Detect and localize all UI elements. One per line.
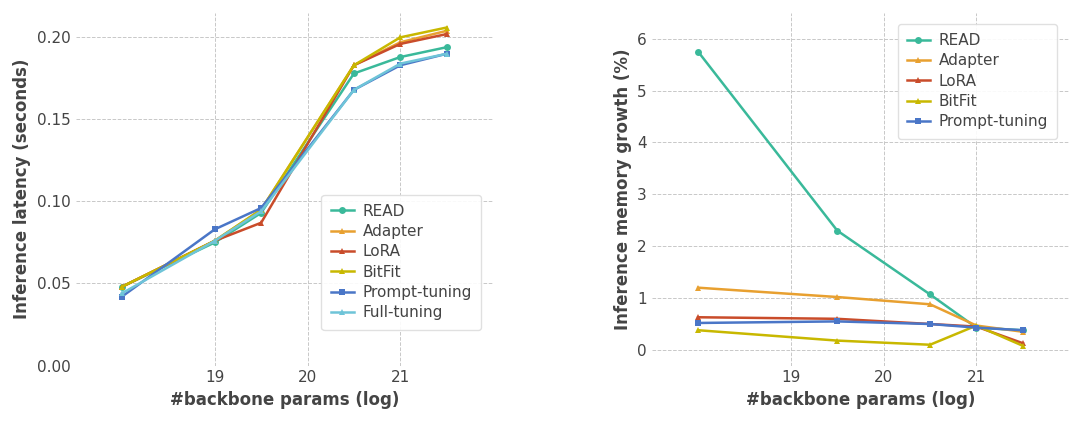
Prompt-tuning <box>831 319 843 324</box>
LoRA <box>208 238 221 244</box>
Full-tuning <box>394 61 407 66</box>
LoRA <box>348 63 361 68</box>
LoRA <box>970 324 983 329</box>
Prompt-tuning <box>441 51 454 57</box>
Line: Prompt-tuning: Prompt-tuning <box>119 50 450 300</box>
READ <box>208 240 221 245</box>
Full-tuning <box>348 87 361 92</box>
Prompt-tuning <box>116 294 129 299</box>
READ <box>348 71 361 76</box>
Adapter <box>394 40 407 45</box>
BitFit <box>394 35 407 40</box>
Line: BitFit: BitFit <box>119 24 450 290</box>
Prompt-tuning <box>691 320 704 326</box>
READ <box>255 210 268 215</box>
Adapter <box>255 207 268 212</box>
READ <box>691 49 704 54</box>
LoRA <box>255 220 268 225</box>
LoRA <box>923 321 936 326</box>
BitFit <box>691 328 704 333</box>
BitFit <box>116 284 129 289</box>
Adapter <box>831 295 843 300</box>
Prompt-tuning <box>394 63 407 68</box>
Full-tuning <box>116 291 129 296</box>
Adapter <box>923 302 936 307</box>
Line: Adapter: Adapter <box>694 284 1026 335</box>
Line: LoRA: LoRA <box>119 31 450 290</box>
Line: READ: READ <box>119 44 450 290</box>
Line: LoRA: LoRA <box>694 314 1026 347</box>
BitFit <box>1016 343 1029 348</box>
READ <box>1016 328 1029 333</box>
LoRA <box>394 41 407 46</box>
BitFit <box>831 338 843 343</box>
READ <box>923 292 936 297</box>
Full-tuning <box>208 238 221 244</box>
LoRA <box>691 314 704 320</box>
Adapter <box>970 323 983 328</box>
BitFit <box>255 207 268 212</box>
Legend: READ, Adapter, LoRA, BitFit, Prompt-tuning, Full-tuning: READ, Adapter, LoRA, BitFit, Prompt-tuni… <box>322 195 482 330</box>
X-axis label: #backbone params (log): #backbone params (log) <box>170 391 399 409</box>
READ <box>394 54 407 60</box>
Prompt-tuning <box>348 87 361 92</box>
READ <box>116 284 129 289</box>
Adapter <box>348 63 361 68</box>
BitFit <box>348 63 361 68</box>
X-axis label: #backbone params (log): #backbone params (log) <box>746 391 975 409</box>
BitFit <box>923 342 936 347</box>
LoRA <box>1016 341 1029 346</box>
READ <box>441 45 454 50</box>
LoRA <box>831 316 843 321</box>
Full-tuning <box>255 209 268 214</box>
Legend: READ, Adapter, LoRA, BitFit, Prompt-tuning: READ, Adapter, LoRA, BitFit, Prompt-tuni… <box>897 24 1057 139</box>
READ <box>970 325 983 330</box>
Line: Adapter: Adapter <box>119 27 450 290</box>
Adapter <box>441 28 454 33</box>
BitFit <box>208 238 221 244</box>
BitFit <box>441 25 454 30</box>
Prompt-tuning <box>970 325 983 330</box>
Adapter <box>116 284 129 289</box>
Line: BitFit: BitFit <box>694 322 1026 349</box>
Adapter <box>1016 329 1029 334</box>
Full-tuning <box>441 51 454 57</box>
Prompt-tuning <box>1016 328 1029 333</box>
Prompt-tuning <box>208 227 221 232</box>
Prompt-tuning <box>255 205 268 210</box>
Adapter <box>691 285 704 290</box>
Line: Prompt-tuning: Prompt-tuning <box>694 318 1026 334</box>
LoRA <box>116 284 129 289</box>
READ <box>831 228 843 233</box>
Line: Full-tuning: Full-tuning <box>119 50 450 297</box>
BitFit <box>970 323 983 328</box>
Y-axis label: Inference latency (seconds): Inference latency (seconds) <box>13 59 31 319</box>
Adapter <box>208 238 221 244</box>
Y-axis label: Inference memory growth (%): Inference memory growth (%) <box>613 48 632 330</box>
Prompt-tuning <box>923 321 936 326</box>
LoRA <box>441 31 454 37</box>
Line: READ: READ <box>694 48 1026 334</box>
